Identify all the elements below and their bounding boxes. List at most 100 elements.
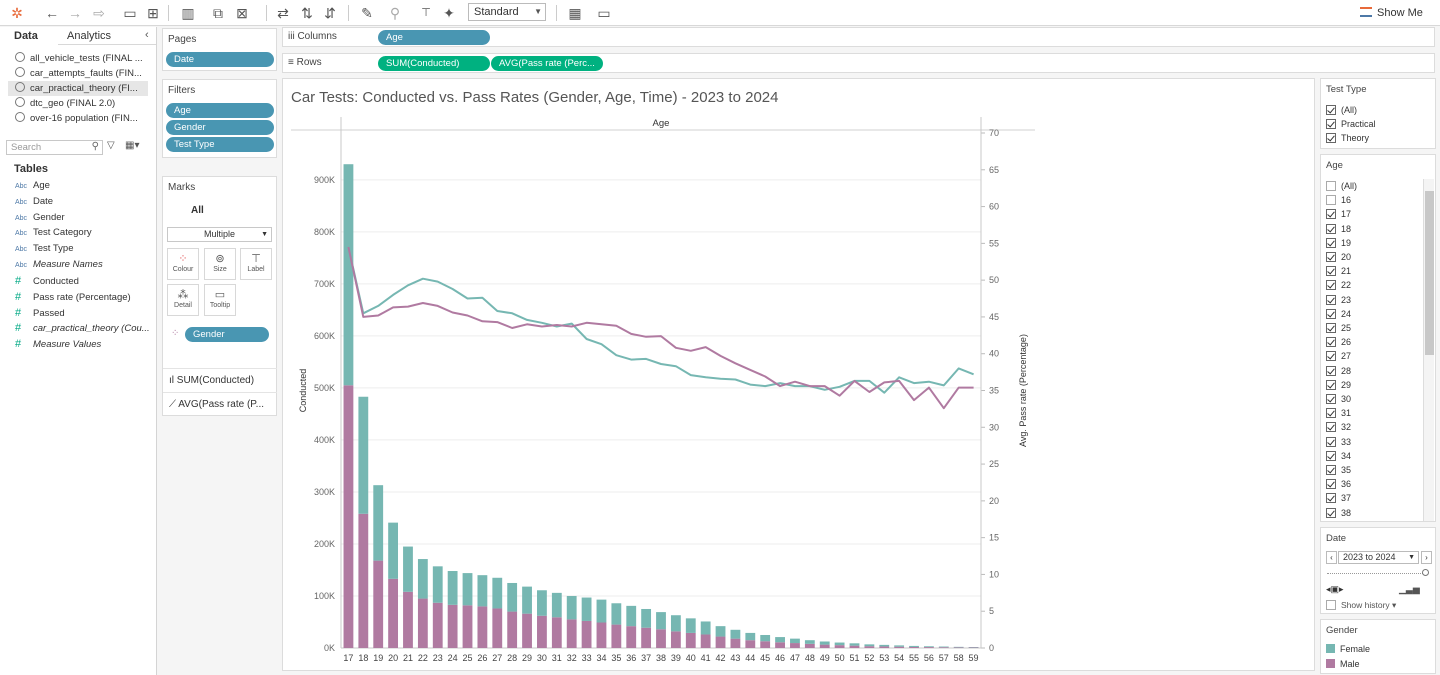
bar-female[interactable] [373, 485, 384, 561]
age-filter-scrollbar[interactable] [1423, 179, 1434, 521]
swap-icon[interactable]: ⇄ [277, 5, 289, 21]
bar-male[interactable] [670, 631, 681, 648]
tab-data[interactable]: Data [14, 30, 38, 42]
checkbox[interactable] [1326, 252, 1336, 262]
bar-female[interactable] [388, 522, 399, 579]
redo-icon[interactable]: → [68, 5, 82, 21]
replay-icon[interactable]: ⇨ [93, 5, 105, 21]
bar-female[interactable] [611, 603, 622, 625]
group-icon[interactable]: ⚲ [389, 5, 401, 21]
checkbox[interactable] [1326, 209, 1336, 220]
dimension-field[interactable]: Abc Measure Names [15, 257, 155, 273]
filter-option[interactable]: 21 [1326, 264, 1351, 278]
checkbox[interactable] [1326, 422, 1336, 433]
dimension-field[interactable]: Abc Test Type [15, 241, 155, 257]
checkbox[interactable] [1326, 493, 1336, 504]
bar-male[interactable] [522, 613, 532, 648]
bar-male[interactable] [403, 591, 413, 648]
datasource-item[interactable]: all_vehicle_tests (FINAL ... [15, 51, 155, 66]
datasource-item[interactable]: car_attempts_faults (FIN... [15, 66, 155, 81]
filter-pill-age[interactable]: Age [166, 103, 274, 118]
rows-pill-pass-rate[interactable]: AVG(Pass rate (Perc... [491, 56, 603, 71]
checkbox[interactable] [1326, 105, 1336, 115]
bar-female[interactable] [775, 637, 785, 643]
filter-option[interactable]: 22 [1326, 278, 1351, 292]
bar-male[interactable] [909, 646, 919, 648]
dimension-field[interactable]: Abc Age [15, 178, 155, 194]
bar-female[interactable] [849, 643, 860, 646]
filter-option[interactable]: 27 [1326, 349, 1351, 363]
filter-option[interactable]: 32 [1326, 420, 1351, 434]
checkbox[interactable] [1326, 465, 1336, 475]
filter-icon[interactable]: ▽ [107, 140, 115, 151]
checkbox[interactable] [1326, 351, 1336, 362]
presentation-icon[interactable]: ▭ [597, 5, 611, 21]
tableau-logo-icon[interactable]: ✲ [11, 5, 23, 21]
checkbox[interactable] [1326, 280, 1336, 291]
bar-male[interactable] [581, 620, 592, 648]
filter-option[interactable]: 36 [1326, 477, 1351, 491]
bar-male[interactable] [373, 560, 384, 648]
dimension-field[interactable]: Abc Test Category [15, 225, 155, 241]
legend-item[interactable]: Female [1326, 642, 1370, 656]
bar-female[interactable] [834, 642, 845, 646]
playback-controls[interactable]: ◂▣▸ [1326, 584, 1344, 594]
bar-female[interactable] [760, 634, 771, 642]
save-icon[interactable]: ▭ [123, 5, 137, 21]
filter-option[interactable]: 19 [1326, 236, 1351, 250]
bar-female[interactable] [507, 582, 518, 612]
bar-female[interactable] [670, 615, 681, 632]
filter-option[interactable]: (All) [1326, 179, 1357, 193]
bar-female[interactable] [804, 640, 815, 644]
bar-male[interactable] [879, 646, 890, 648]
bar-female[interactable] [656, 612, 666, 630]
bar-male[interactable] [968, 647, 979, 648]
bar-female[interactable] [685, 618, 696, 633]
date-next-button[interactable]: › [1421, 551, 1432, 564]
label-icon[interactable]: ⊤ [421, 7, 431, 19]
rows-shelf[interactable]: ≡ Rows SUM(Conducted) AVG(Pass rate (Per… [282, 53, 1435, 73]
date-select[interactable]: 2023 to 2024 ▼ [1338, 551, 1419, 564]
datasource-item[interactable]: car_practical_theory (FI... [8, 81, 148, 96]
checkbox[interactable] [1326, 337, 1336, 348]
search-input[interactable]: Search ⚲ [6, 140, 103, 155]
checkbox[interactable] [1326, 408, 1336, 419]
date-slider-handle[interactable] [1422, 569, 1429, 576]
bar-female[interactable] [745, 632, 756, 641]
bar-female[interactable] [462, 573, 473, 606]
checkbox[interactable] [1326, 223, 1336, 234]
bar-male[interactable] [938, 647, 949, 648]
bar-male[interactable] [819, 644, 830, 648]
bar-female[interactable] [343, 164, 354, 386]
fit-select[interactable]: Standard ▼ [468, 3, 546, 21]
bar-female[interactable] [790, 638, 800, 644]
bar-female[interactable] [953, 646, 964, 648]
show-history-checkbox[interactable] [1326, 600, 1336, 610]
playback-speed-icon[interactable]: ▁▃▅ [1399, 584, 1420, 594]
filter-option[interactable]: 25 [1326, 321, 1351, 335]
dimension-field[interactable]: Abc Gender [15, 210, 155, 226]
checkbox[interactable] [1326, 394, 1336, 404]
bar-male[interactable] [566, 619, 577, 648]
checkbox[interactable] [1326, 450, 1336, 461]
filter-option[interactable]: 26 [1326, 335, 1351, 349]
bar-male[interactable] [447, 604, 458, 648]
bar-female[interactable] [417, 559, 428, 599]
columns-pill-age[interactable]: Age [378, 30, 490, 45]
sort-asc-icon[interactable]: ⇅ [301, 5, 313, 21]
bar-male[interactable] [343, 385, 354, 648]
bar-female[interactable] [730, 629, 741, 639]
pin-icon[interactable]: ✦ [443, 5, 455, 21]
filter-option[interactable]: 28 [1326, 364, 1351, 378]
bar-male[interactable] [849, 645, 860, 648]
filter-option[interactable]: 31 [1326, 406, 1351, 420]
bar-male[interactable] [507, 611, 518, 648]
bar-male[interactable] [730, 638, 741, 648]
marks-all-tab[interactable]: All [191, 205, 204, 216]
filter-option[interactable]: Practical [1326, 117, 1376, 131]
bar-female[interactable] [700, 621, 711, 635]
detail-button[interactable]: ⁂ Detail [167, 284, 199, 316]
sort-desc-icon[interactable]: ⇵ [324, 5, 336, 21]
rows-pill-conducted[interactable]: SUM(Conducted) [378, 56, 490, 71]
filter-option[interactable]: 34 [1326, 449, 1351, 463]
